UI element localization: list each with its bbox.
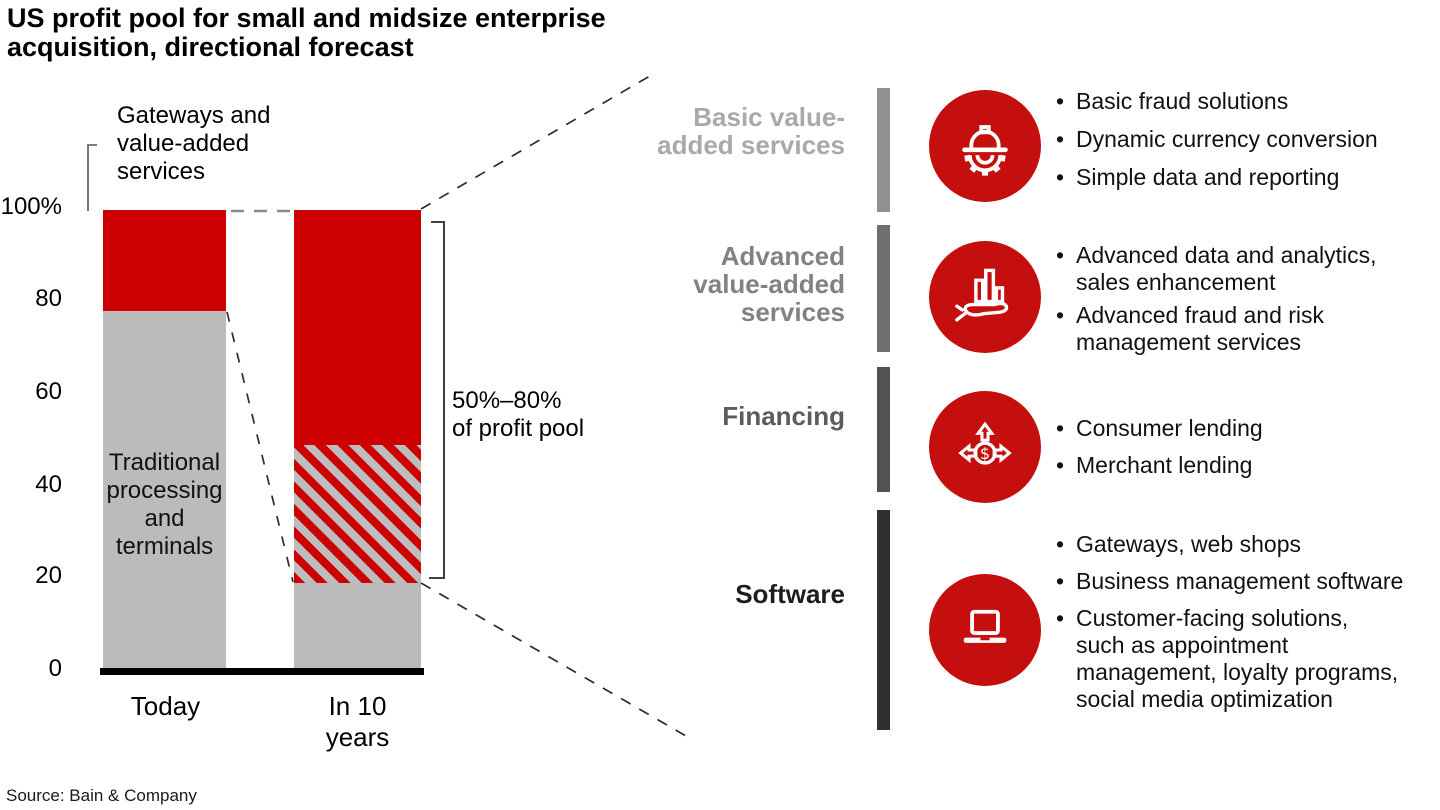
bullet-dot: •	[1056, 415, 1065, 441]
x-label-today: Today	[130, 691, 201, 721]
bar-future-segment-value-added	[294, 210, 421, 446]
source-note: Source: Bain & Company	[6, 786, 197, 805]
bullet-dot: •	[1056, 242, 1065, 268]
row-label-software: Software	[735, 579, 845, 609]
y-tick-20: 20	[35, 562, 62, 589]
y-tick-40: 40	[35, 471, 62, 498]
bullet-dot: •	[1056, 88, 1065, 114]
bar-today-segment-traditional	[103, 311, 226, 671]
hardhat-gear-icon	[962, 125, 1008, 176]
list-item: • Advanced fraud and risk management serv…	[1056, 302, 1325, 355]
gateways-annotation: Gateways and value-added services	[117, 102, 271, 185]
list-item: • Consumer lending	[1056, 415, 1263, 441]
row-label-financing: Financing	[722, 401, 845, 431]
y-tick-0: 0	[48, 655, 62, 682]
x-label-in-10-years: In 10 years	[325, 691, 390, 752]
list-item: • Dynamic currency conversion	[1056, 126, 1378, 152]
x-axis-baseline	[100, 668, 424, 675]
bar-future-segment-hatched	[294, 445, 421, 584]
bullet-dot: •	[1056, 126, 1065, 152]
list-item: • Gateways, web shops	[1056, 531, 1302, 557]
bullet-dot: •	[1056, 164, 1065, 190]
software-icon-badge	[929, 574, 1041, 686]
bullet-dot: •	[1056, 568, 1065, 594]
row-label-advanced-vas: Advanced value-added services	[693, 241, 845, 327]
list-item: • Customer-facing solutions, such as appo…	[1056, 605, 1399, 712]
dollar-arrows-icon: $	[958, 421, 1012, 465]
bullet-dot: •	[1056, 531, 1065, 557]
bullet-dot: •	[1056, 605, 1065, 631]
list-item: • Simple data and reporting	[1056, 164, 1340, 190]
laptop-icon	[963, 609, 1007, 643]
basic-vas-icon-badge	[929, 90, 1041, 202]
traditional-processing-label: Traditional processing and terminals	[106, 449, 223, 560]
bar-future-segment-traditional	[294, 583, 421, 671]
bar-today-segment-value-added	[103, 210, 226, 312]
advanced-vas-icon-badge	[929, 241, 1041, 353]
list-item: • Business management software	[1056, 568, 1404, 594]
financing-icon-badge: $	[929, 391, 1041, 503]
accent-bar-software	[877, 510, 890, 730]
y-tick-80: 80	[35, 285, 62, 312]
hand-bar-chart-icon	[955, 268, 1009, 322]
profit-pool-bracket-label: 50%–80% of profit pool	[452, 387, 585, 442]
range-bracket	[429, 221, 445, 579]
accent-bar-financing	[877, 367, 890, 492]
y-tick-100: 100%	[0, 193, 62, 220]
bullet-dot: •	[1056, 302, 1065, 328]
list-item: • Basic fraud solutions	[1056, 88, 1289, 114]
annotation-leader-line	[87, 144, 97, 211]
page-title: US profit pool for small and midsize ent…	[7, 3, 606, 62]
accent-bar-basic-vas	[877, 88, 890, 212]
bar-in-10-years	[294, 210, 421, 671]
dashed-line-traditional-shrink	[226, 311, 294, 583]
accent-bar-advanced-vas	[877, 225, 890, 352]
list-item: • Advanced data and analytics, sales enha…	[1056, 242, 1377, 295]
row-label-basic-vas: Basic value- added services	[657, 102, 845, 160]
y-tick-60: 60	[35, 378, 62, 405]
bar-today	[103, 210, 226, 671]
list-item: • Merchant lending	[1056, 452, 1253, 478]
svg-text:$: $	[980, 444, 990, 463]
bullet-dot: •	[1056, 452, 1065, 478]
